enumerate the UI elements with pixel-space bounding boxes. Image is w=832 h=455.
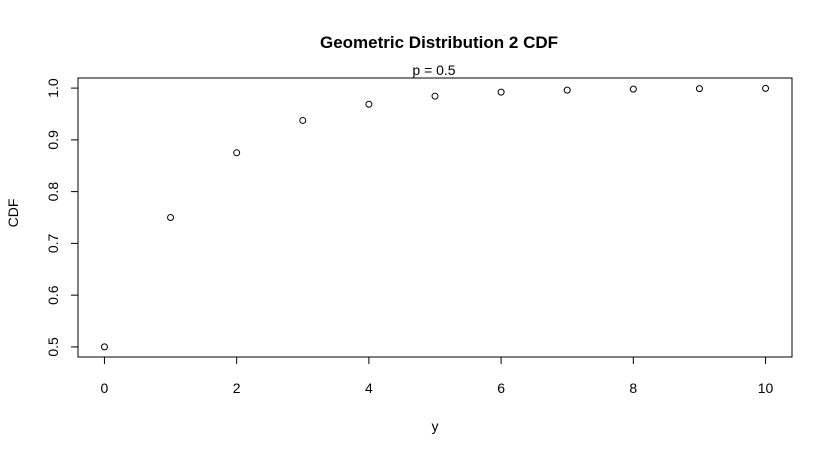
data-point [695, 85, 703, 93]
y-axis-label: CDF [5, 199, 21, 228]
data-point [563, 86, 571, 94]
data-point [497, 88, 505, 96]
x-tick-label: 4 [365, 380, 373, 396]
chart-title: Geometric Distribution 2 CDF [320, 33, 558, 52]
y-tick-label: 1.0 [45, 78, 61, 98]
x-axis: 0 2 4 6 8 10 [101, 356, 774, 396]
data-point [629, 85, 637, 93]
x-tick-label: 6 [497, 380, 505, 396]
data-point [299, 116, 307, 124]
data-points [100, 84, 770, 351]
x-tick-label: 2 [233, 380, 241, 396]
data-point [365, 100, 373, 108]
y-tick-label: 0.5 [45, 337, 61, 357]
y-tick-label: 0.6 [45, 285, 61, 305]
data-point [233, 149, 241, 157]
x-tick-label: 10 [758, 380, 774, 396]
data-point [100, 343, 108, 351]
chart-subtitle: p = 0.5 [412, 62, 455, 78]
y-tick-label: 0.9 [45, 130, 61, 150]
data-point [431, 92, 439, 100]
data-point [167, 214, 175, 221]
y-tick-label: 0.7 [45, 233, 61, 253]
x-axis-label: y [432, 418, 439, 434]
y-tick-label: 0.8 [45, 182, 61, 202]
data-point [762, 84, 770, 92]
y-axis: 0.5 0.6 0.7 0.8 0.9 1.0 [45, 78, 79, 357]
x-tick-label: 0 [101, 380, 109, 396]
plot-frame [77, 77, 793, 358]
x-tick-label: 8 [629, 380, 637, 396]
